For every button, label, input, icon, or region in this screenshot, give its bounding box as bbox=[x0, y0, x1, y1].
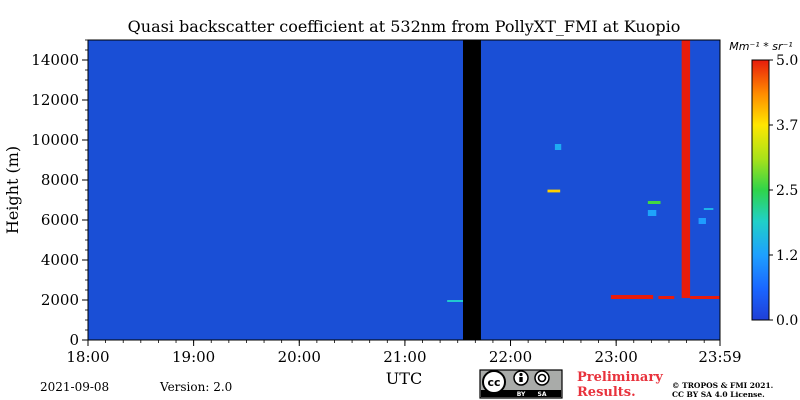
preliminary-line-2: Results. bbox=[577, 385, 636, 400]
version-label: Version: 2.0 bbox=[159, 380, 232, 394]
x-axis-label: UTC bbox=[386, 369, 422, 388]
feature-patch-8 bbox=[658, 296, 675, 299]
x-tick-label: 22:00 bbox=[489, 348, 532, 366]
copyright-line-1: © TROPOS & FMI 2021. bbox=[672, 381, 773, 390]
colorbar-tick-label: 0.0 bbox=[776, 313, 798, 329]
cc-badge-strip bbox=[481, 390, 561, 397]
y-tick-label: 10000 bbox=[31, 131, 79, 149]
badge-sa-text: SA bbox=[538, 391, 547, 398]
x-tick-label: 20:00 bbox=[278, 348, 321, 366]
feature-patch-9 bbox=[690, 296, 720, 299]
y-tick-label: 8000 bbox=[41, 171, 79, 189]
feature-patch-2 bbox=[554, 144, 562, 150]
colorbar-tick-label: 5.0 bbox=[776, 53, 798, 69]
cc-icon-glyph: cc bbox=[487, 376, 500, 389]
colorbar-unit-label: Mm⁻¹ * sr⁻¹ bbox=[729, 40, 792, 53]
y-tick-label: 6000 bbox=[41, 211, 79, 229]
date-label: 2021-09-08 bbox=[40, 380, 109, 394]
colorbar-tick-label: 2.5 bbox=[776, 183, 798, 199]
y-tick-label: 12000 bbox=[31, 91, 79, 109]
y-axis-label: Height (m) bbox=[3, 146, 22, 234]
x-tick-label: 18:00 bbox=[66, 348, 109, 366]
sa-share-alike-icon bbox=[534, 370, 550, 386]
feature-patch-7 bbox=[610, 295, 654, 299]
x-tick-label: 21:00 bbox=[383, 348, 426, 366]
no-data-band-0 bbox=[462, 40, 481, 340]
x-tick-label: 19:00 bbox=[172, 348, 215, 366]
colorbar-tick-label: 1.2 bbox=[776, 248, 798, 264]
x-tick-label: 23:00 bbox=[595, 348, 638, 366]
feature-patch-6 bbox=[703, 208, 714, 210]
colorbar-gradient bbox=[751, 59, 770, 321]
backscatter-field bbox=[88, 40, 720, 340]
badge-by-text: BY bbox=[517, 391, 526, 398]
colorbar-tick-label: 3.7 bbox=[776, 118, 798, 134]
y-axis: 0 2000 4000 6000 8000 10000 12000 14000 bbox=[31, 39, 88, 349]
by-person-body bbox=[519, 377, 523, 382]
y-tick-label: 0 bbox=[69, 331, 79, 349]
feature-patch-3 bbox=[647, 210, 657, 216]
y-tick-label: 4000 bbox=[41, 251, 79, 269]
cc-license-badge: cc BY SA bbox=[479, 369, 563, 399]
feature-patch-1 bbox=[547, 189, 561, 193]
colorbar: 0.0 1.2 2.5 3.7 5.0 Mm⁻¹ * sr⁻¹ bbox=[729, 40, 798, 329]
y-tick-label: 2000 bbox=[41, 291, 79, 309]
x-tick-label: 23:59 bbox=[698, 348, 741, 366]
feature-patch-0 bbox=[447, 300, 463, 302]
feature-patch-5 bbox=[698, 218, 706, 224]
no-data-periods bbox=[462, 40, 481, 340]
cc-icon bbox=[482, 370, 506, 394]
feature-patch-4 bbox=[647, 201, 661, 204]
feature-patch-10 bbox=[681, 40, 691, 298]
plot-area bbox=[87, 39, 721, 341]
colorbar-ticks: 0.0 1.2 2.5 3.7 5.0 bbox=[769, 53, 798, 329]
x-axis: 18:00 19:00 20:00 21:00 22:00 23:00 23:59 bbox=[66, 340, 742, 366]
sa-arrow-icon bbox=[537, 373, 547, 383]
copyright-line-2: CC BY SA 4.0 License. bbox=[672, 390, 765, 399]
chart-title: Quasi backscatter coefficient at 532nm f… bbox=[128, 17, 681, 36]
preliminary-line-1: Preliminary bbox=[577, 370, 663, 385]
y-tick-label: 14000 bbox=[31, 51, 79, 69]
aerosol-features bbox=[447, 40, 720, 302]
by-person-head bbox=[519, 372, 523, 377]
